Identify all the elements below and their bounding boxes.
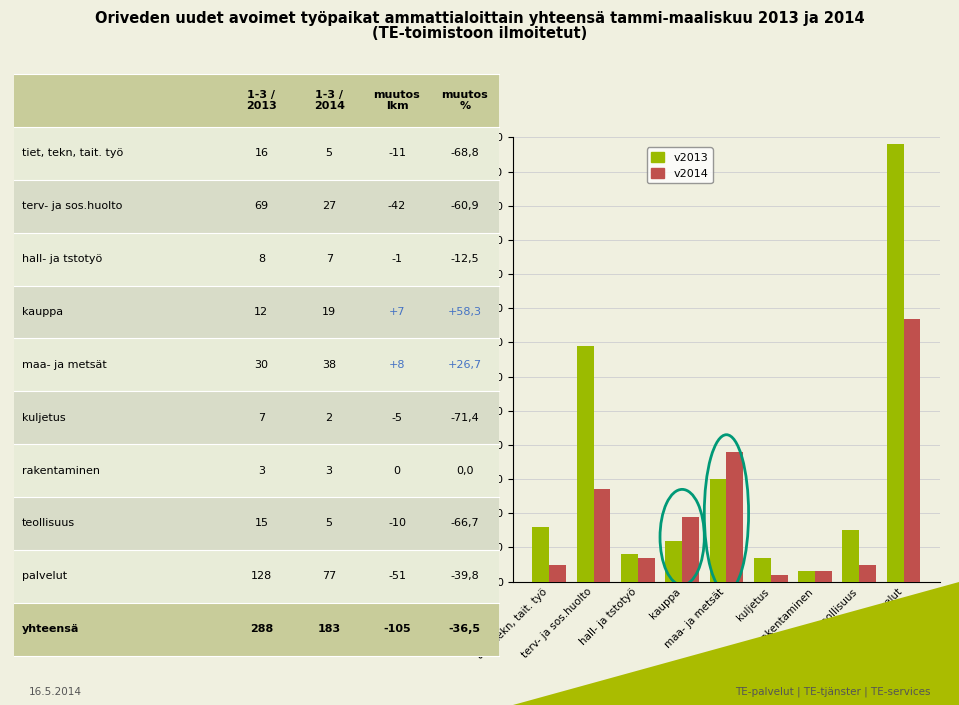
Text: -42: -42 [387, 201, 406, 212]
Text: 5: 5 [326, 518, 333, 529]
Bar [666, 541, 682, 582]
Text: 16: 16 [254, 148, 269, 159]
Bar [14, 497, 499, 550]
Text: -51: -51 [388, 571, 406, 582]
Text: 12: 12 [254, 307, 269, 317]
Text: TE-palvelut | TE-tjänster | TE-services: TE-palvelut | TE-tjänster | TE-services [735, 686, 930, 697]
Text: 15: 15 [254, 518, 269, 529]
Bar [727, 452, 743, 582]
Text: -36,5: -36,5 [449, 624, 480, 634]
Text: 30: 30 [254, 360, 269, 370]
Bar [859, 565, 877, 582]
Bar [682, 517, 699, 582]
Bar [532, 527, 550, 582]
Text: 19: 19 [322, 307, 337, 317]
Text: -10: -10 [388, 518, 406, 529]
Text: -60,9: -60,9 [451, 201, 480, 212]
Bar [14, 127, 499, 180]
Text: 288: 288 [249, 624, 273, 634]
Text: 27: 27 [322, 201, 337, 212]
Bar [14, 180, 499, 233]
Polygon shape [513, 582, 959, 705]
Text: 8: 8 [258, 254, 265, 264]
Text: kauppa: kauppa [22, 307, 63, 317]
Text: maa- ja metsät: maa- ja metsät [22, 360, 106, 370]
Bar [14, 286, 499, 338]
Text: terv- ja sos.huolto: terv- ja sos.huolto [22, 201, 123, 212]
Text: 2: 2 [326, 412, 333, 423]
Bar [14, 74, 499, 127]
Text: 69: 69 [254, 201, 269, 212]
Bar [887, 145, 903, 582]
Text: 1-3 /
2013: 1-3 / 2013 [246, 90, 277, 111]
Text: 7: 7 [326, 254, 333, 264]
Text: 16.5.2014: 16.5.2014 [29, 687, 82, 697]
Bar [815, 571, 831, 582]
Text: (TE-toimistoon ilmoitetut): (TE-toimistoon ilmoitetut) [372, 26, 587, 41]
Text: -71,4: -71,4 [451, 412, 480, 423]
Text: 77: 77 [322, 571, 337, 582]
Text: 38: 38 [322, 360, 337, 370]
Text: +26,7: +26,7 [448, 360, 481, 370]
Text: teollisuus: teollisuus [22, 518, 75, 529]
Bar [842, 530, 859, 582]
Text: 7: 7 [258, 412, 265, 423]
Text: 5: 5 [326, 148, 333, 159]
Text: 0,0: 0,0 [456, 465, 474, 476]
Bar [754, 558, 771, 582]
Text: hall- ja tstotyö: hall- ja tstotyö [22, 254, 103, 264]
Text: muutos
lkm: muutos lkm [374, 90, 420, 111]
Text: -12,5: -12,5 [451, 254, 480, 264]
Legend: v2013, v2014: v2013, v2014 [646, 147, 713, 183]
Bar [710, 479, 727, 582]
Text: 3: 3 [326, 465, 333, 476]
Bar [576, 346, 594, 582]
Bar [550, 565, 566, 582]
Bar [14, 338, 499, 391]
Text: -105: -105 [384, 624, 410, 634]
Bar [14, 444, 499, 497]
Text: +7: +7 [388, 307, 406, 317]
Bar [14, 391, 499, 444]
Bar [14, 550, 499, 603]
Text: 3: 3 [258, 465, 265, 476]
Text: -5: -5 [391, 412, 403, 423]
Text: -39,8: -39,8 [451, 571, 480, 582]
Text: kuljetus: kuljetus [22, 412, 65, 423]
Text: palvelut: palvelut [22, 571, 67, 582]
Text: muutos
%: muutos % [441, 90, 488, 111]
Bar [621, 554, 638, 582]
Text: -66,7: -66,7 [451, 518, 480, 529]
Text: Oriveden uudet avoimet työpaikat ammattialoittain yhteensä tammi-maaliskuu 2013 : Oriveden uudet avoimet työpaikat ammatti… [95, 11, 864, 25]
Text: 0: 0 [393, 465, 401, 476]
Text: +8: +8 [388, 360, 406, 370]
Text: 1-3 /
2014: 1-3 / 2014 [314, 90, 344, 111]
Text: 183: 183 [317, 624, 340, 634]
Text: -68,8: -68,8 [451, 148, 480, 159]
Text: -11: -11 [388, 148, 406, 159]
Bar [798, 571, 815, 582]
Text: -1: -1 [391, 254, 403, 264]
Text: tiet, tekn, tait. työ: tiet, tekn, tait. työ [22, 148, 124, 159]
Text: +58,3: +58,3 [448, 307, 481, 317]
Bar [14, 603, 499, 656]
Text: yhteensä: yhteensä [22, 624, 80, 634]
Bar [594, 489, 611, 582]
Bar [638, 558, 655, 582]
Text: 128: 128 [250, 571, 272, 582]
Bar [771, 575, 787, 582]
Bar [14, 233, 499, 286]
Bar [903, 319, 921, 582]
Text: rakentaminen: rakentaminen [22, 465, 100, 476]
